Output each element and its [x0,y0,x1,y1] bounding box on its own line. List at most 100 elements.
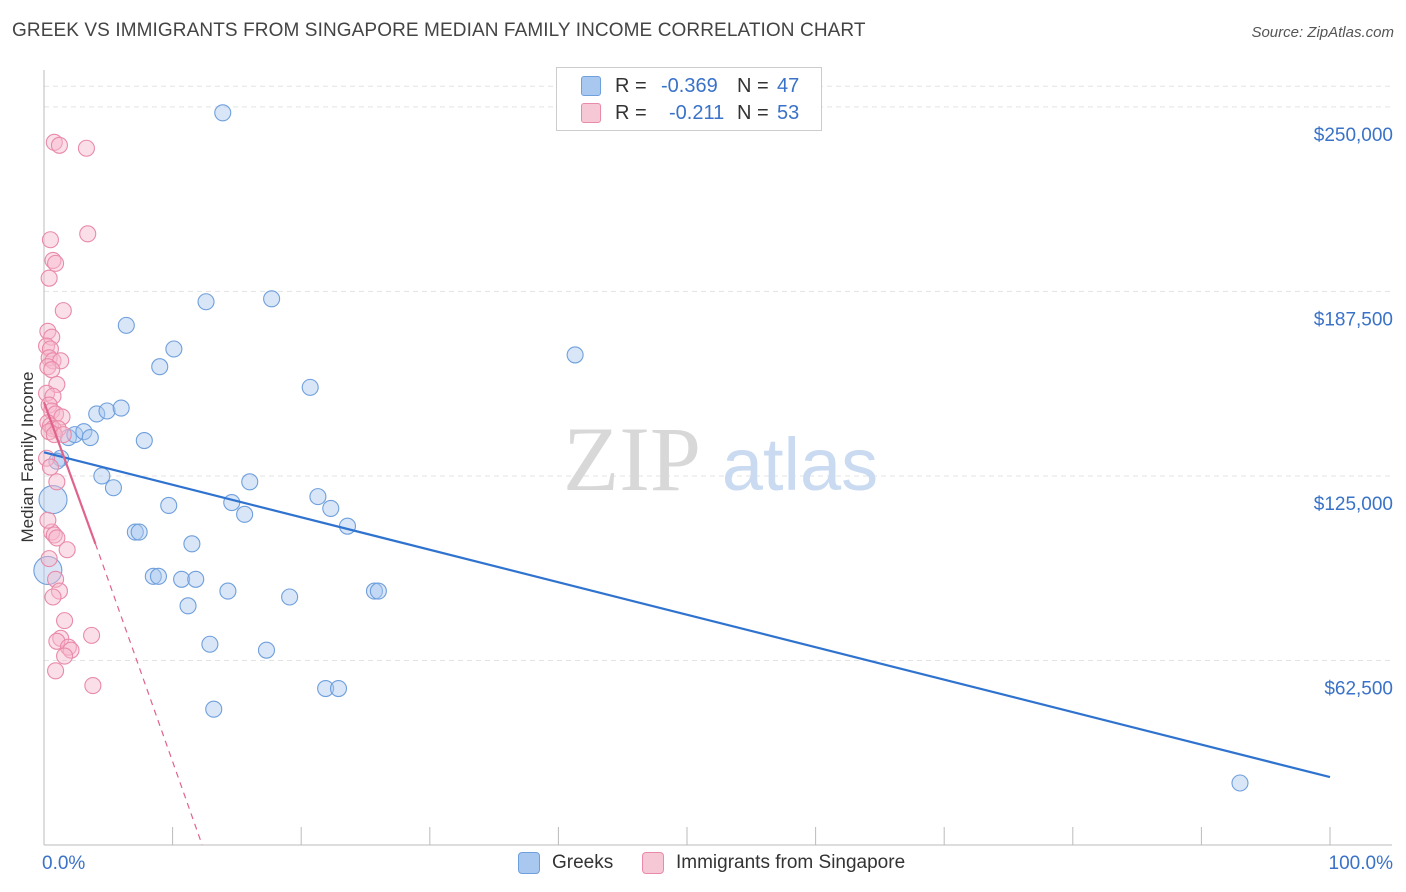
point-greeks [135,431,153,450]
y-axis-label: Median Family Income [18,371,37,542]
legend-n-value: 53 [777,101,800,124]
legend-item-singapore: Immigrants from Singapore [642,852,905,874]
source-label: Source: ZipAtlas.com [1251,24,1394,41]
point-singapore [48,529,66,547]
point-greeks [365,582,384,600]
watermark: ZIP atlas [563,408,878,510]
legend-r-value: -0.211 [669,101,725,124]
point-greeks [149,567,168,585]
legend-n-label: N = [737,74,769,97]
point-greeks [236,505,254,523]
x-tick-label: 100.0% [1329,853,1394,874]
series-greeks [33,104,1249,792]
point-greeks [88,405,106,423]
point-singapore [40,550,58,568]
point-singapore [54,302,72,320]
point-singapore [50,582,68,600]
point-singapore [83,626,101,644]
y-tick-label: $187,500 [1314,309,1393,330]
point-greeks [214,104,232,122]
legend-r-value: -0.369 [661,74,718,97]
point-greeks [369,582,387,600]
point-greeks [104,479,122,497]
legend-swatch-greeks [518,852,540,874]
point-singapore [62,641,80,659]
point-greeks [281,588,299,606]
point-greeks [257,641,276,659]
y-tick-label: $125,000 [1314,494,1393,515]
point-greeks [98,402,116,420]
point-greeks [126,523,144,541]
legend-label-singapore: Immigrants from Singapore [676,852,906,873]
point-singapore [45,526,63,544]
point-singapore [43,361,61,379]
point-greeks [151,358,169,376]
point-greeks [197,293,215,311]
point-greeks [179,597,197,615]
point-greeks [144,567,162,585]
trendline-singapore-extended [94,543,203,846]
legend-swatch-greeks [581,76,601,96]
point-greeks [201,635,219,653]
point-singapore [47,254,65,272]
point-greeks [38,485,68,515]
point-singapore [45,133,63,151]
legend-n-label: N = [737,101,769,124]
point-singapore [40,269,58,287]
point-singapore [77,139,95,157]
x-tick-label: 0.0% [42,853,85,874]
point-greeks [322,499,340,517]
point-singapore [41,458,59,476]
point-singapore [41,231,59,249]
point-greeks [338,517,357,535]
chart-title: GREEK VS IMMIGRANTS FROM SINGAPORE MEDIA… [12,20,866,41]
legend-item-greeks: Greeks [518,852,613,874]
watermark-atlas: atlas [722,423,878,506]
point-singapore [56,612,74,630]
point-greeks [301,378,319,396]
watermark-zip: ZIP [563,408,701,510]
point-greeks [263,290,281,308]
point-greeks [81,429,99,447]
legend-r-label: R = [615,74,647,97]
point-singapore [58,541,76,559]
legend-swatch-singapore [642,852,664,874]
legend-label-greeks: Greeks [552,852,614,873]
legend-r-label: R = [615,101,647,124]
point-greeks [317,679,335,698]
y-tick-label: $62,500 [1324,678,1393,699]
point-greeks [309,488,327,506]
point-greeks [173,570,191,588]
point-singapore [79,225,97,243]
point-greeks [219,582,237,600]
point-greeks [165,340,183,358]
point-singapore [48,473,66,491]
legend-row-singapore: R = -0.211 N = 53 [581,101,799,125]
point-greeks [75,423,93,441]
point-greeks [117,316,135,334]
point-singapore [39,511,57,529]
point-greeks [130,523,148,541]
point-singapore [84,677,102,695]
y-tick-label: $250,000 [1314,125,1393,146]
point-greeks [112,399,130,417]
series-legend: Greeks Immigrants from Singapore [0,850,1406,878]
point-singapore [56,647,74,665]
point-greeks [183,535,201,553]
point-greeks [223,493,241,512]
point-greeks [566,346,584,364]
trend-layer [42,401,1331,846]
point-greeks [187,570,205,588]
legend-n-value: 47 [777,74,800,97]
trendline-singapore [42,401,97,545]
legend-row-greeks: R = -0.369 N = 47 [581,74,799,98]
point-greeks [160,496,178,515]
point-singapore [44,387,62,405]
stats-legend: R = -0.369 N = 47 R = -0.211 N = 53 [556,67,822,131]
point-singapore [50,136,68,154]
point-singapore [44,588,62,606]
point-greeks [241,473,259,491]
legend-swatch-singapore [581,103,601,123]
trendline-greeks [43,451,1331,779]
